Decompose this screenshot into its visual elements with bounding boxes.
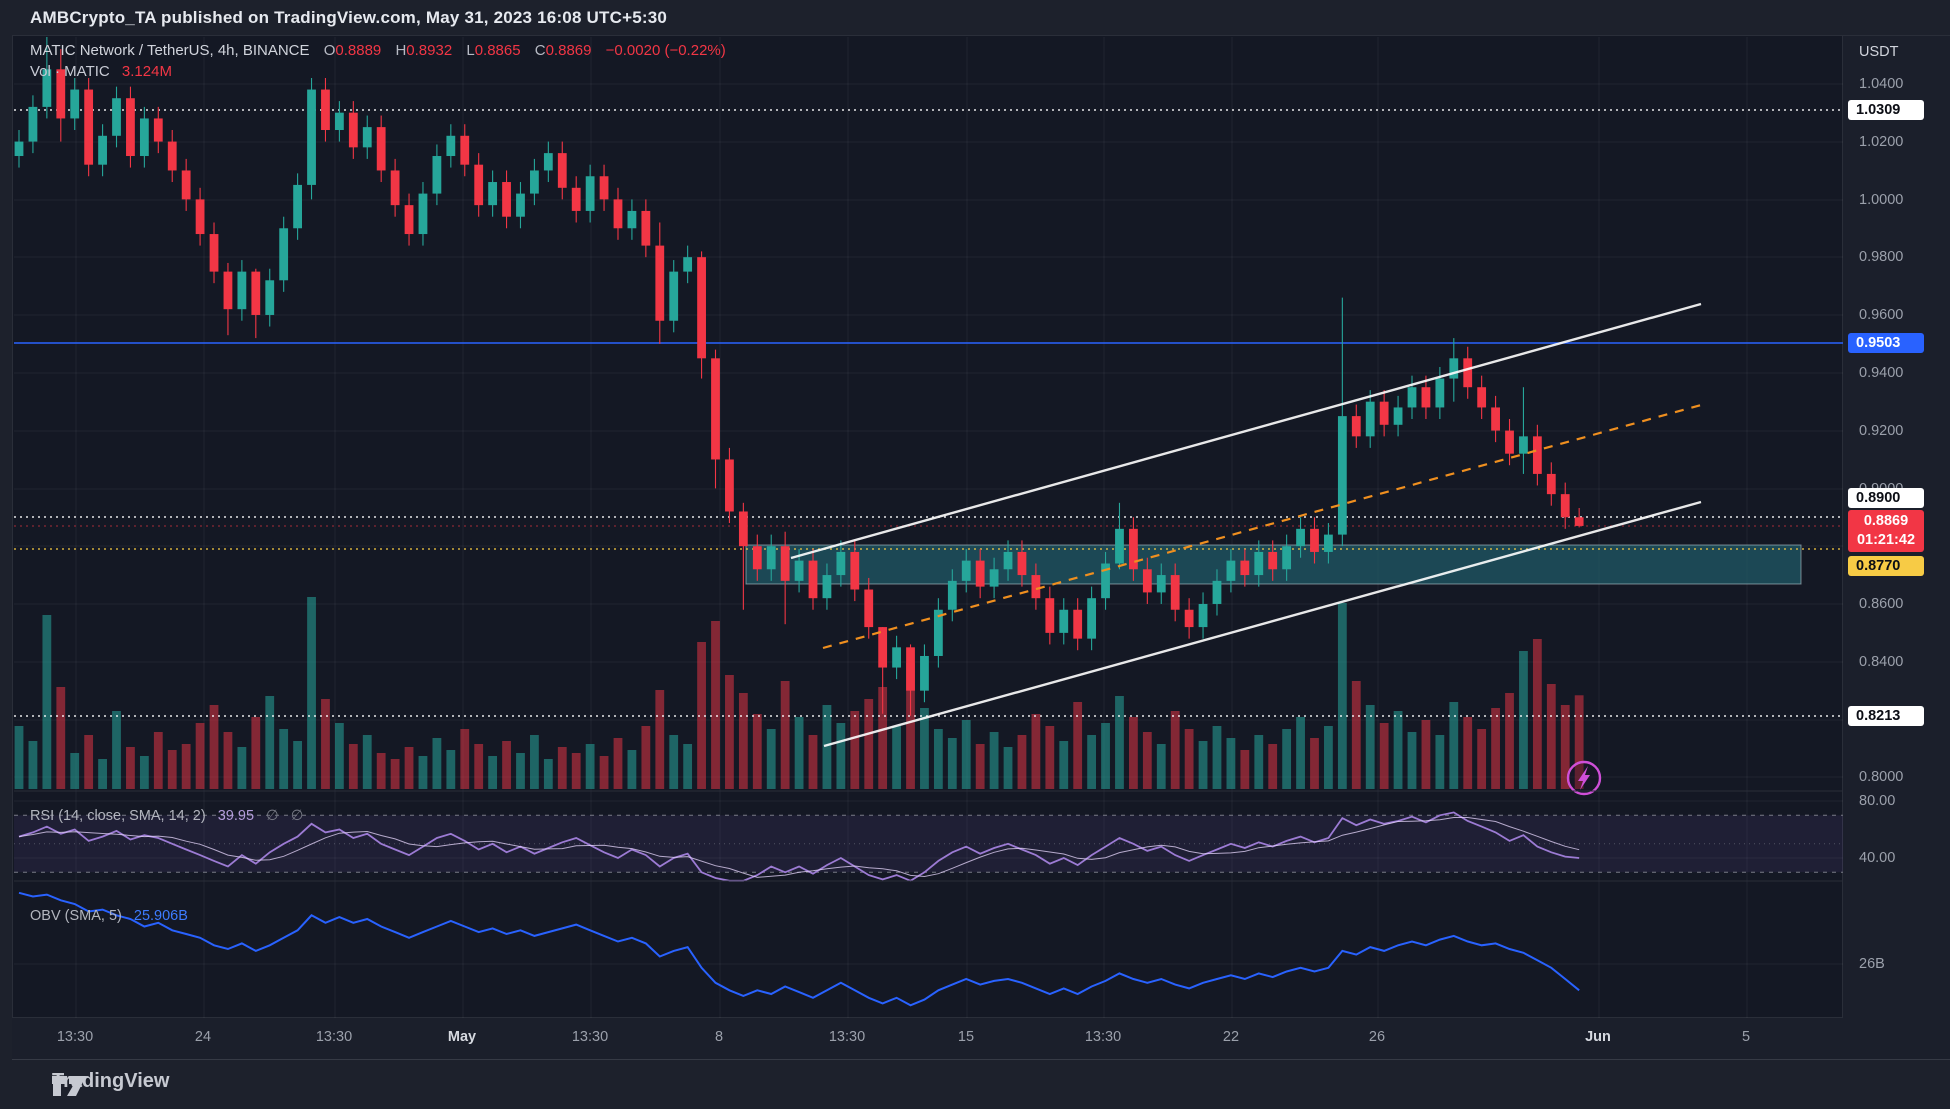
flash-icon[interactable] [1566,760,1602,796]
axis-tick-1.0000: 1.0000 [1859,192,1904,208]
time-tick-24: 24 [194,1029,212,1045]
obv-title: OBV (SMA, 5) [30,908,122,924]
price-label-0.9503: 0.9503 [1848,333,1924,353]
time-tick-15: 15 [957,1029,975,1045]
chart-plot-area[interactable] [12,35,1844,1019]
volume-legend[interactable]: Vol · MATIC 3.124M [30,63,172,80]
time-tick-13:30: 13:30 [1084,1029,1122,1045]
price-label-0.8869: 0.8869 01:21:42 [1848,510,1924,552]
volume-value: 3.124M [121,63,172,80]
time-tick-May: May [447,1029,477,1045]
ohlc-close-value: 0.8869 [545,42,592,59]
ohlc-close-key: C [534,42,546,59]
time-tick-8: 8 [714,1029,724,1045]
price-label-0.8770: 0.8770 [1848,556,1924,576]
ohlc-low-key: L [466,42,475,59]
rsi-title: RSI (14, close, SMA, 14, 2) [30,808,206,824]
time-tick-5: 5 [1741,1029,1751,1045]
time-tick-13:30: 13:30 [828,1029,866,1045]
axis-tick-26B: 26B [1859,956,1885,972]
axis-tick-0.9600: 0.9600 [1859,307,1904,323]
ohlc-open-key: O [323,42,336,59]
obv-line [18,891,1580,1007]
trendline-white[interactable] [823,500,1702,748]
axis-tick-0.9200: 0.9200 [1859,423,1904,439]
time-tick-13:30: 13:30 [315,1029,353,1045]
tradingview-logo-text: TradingView [52,1070,170,1092]
axis-tick-40.00: 40.00 [1859,850,1896,866]
volume-label: Vol · MATIC [30,63,110,80]
symbol-legend[interactable]: MATIC Network / TetherUS, 4h, BINANCE O0… [30,42,726,59]
time-axis[interactable]: 13:30 24 13:30 May 13:30 8 13:30 15 13:30 22 26 Jun… [12,1018,1950,1060]
ohlc-change: −0.0020 (−0.22%) [605,42,726,59]
rsi-empty-plot-2: ∅ [290,808,304,824]
time-tick-Jun: Jun [1585,1029,1611,1045]
ohlc-low-value: 0.8865 [474,42,521,59]
ohlc-open-value: 0.8889 [335,42,382,59]
axis-tick-1.0400: 1.0400 [1859,76,1904,92]
time-tick-13:30: 13:30 [571,1029,609,1045]
price-label-0.8213: 0.8213 [1848,706,1924,726]
tradingview-logo[interactable]: TradingView [52,1070,170,1096]
axis-tick-0.9800: 0.9800 [1859,249,1904,265]
tradingview-logo-icon [52,1076,86,1096]
footer-bar: TradingView [0,1060,1950,1109]
axis-tick-0.8400: 0.8400 [1859,654,1904,670]
price-label-0.8900: 0.8900 [1848,488,1924,508]
rsi-sma-line [18,817,1580,878]
obv-value: 25.906B [133,908,188,924]
axis-tick-80.00: 80.00 [1859,793,1896,809]
time-tick-26: 26 [1368,1029,1386,1045]
rsi-line [18,811,1580,882]
ohlc-high-key: H [395,42,407,59]
page-title: AMBCrypto_TA published on TradingView.co… [30,8,668,27]
axis-tick-1.0200: 1.0200 [1859,134,1904,150]
trendline-white[interactable] [790,302,1702,560]
ohlc-high-value: 0.8932 [406,42,453,59]
axis-tick-0.8600: 0.8600 [1859,596,1904,612]
time-tick-22: 22 [1222,1029,1240,1045]
rsi-empty-plot-1: ∅ [266,808,279,824]
axis-tick-0.8000: 0.8000 [1859,769,1904,785]
price-label-1.0309: 1.0309 [1848,100,1924,120]
candlestick-chart[interactable] [13,36,1844,1019]
symbol-title[interactable]: MATIC Network / TetherUS, 4h, BINANCE [30,42,310,59]
candles-group [14,37,1584,716]
axis-currency-label: USDT [1859,44,1899,60]
time-tick-13:30: 13:30 [56,1029,94,1045]
obv-legend[interactable]: OBV (SMA, 5) 25.906B [30,908,188,924]
rsi-value: 39.95 [217,808,255,824]
axis-tick-0.9400: 0.9400 [1859,365,1904,381]
rsi-legend[interactable]: RSI (14, close, SMA, 14, 2) 39.95 ∅ ∅ [30,808,303,824]
price-axis[interactable]: USDT 1.0400 1.0200 1.0000 0.9800 0.9600 0.940… [1843,35,1950,1060]
